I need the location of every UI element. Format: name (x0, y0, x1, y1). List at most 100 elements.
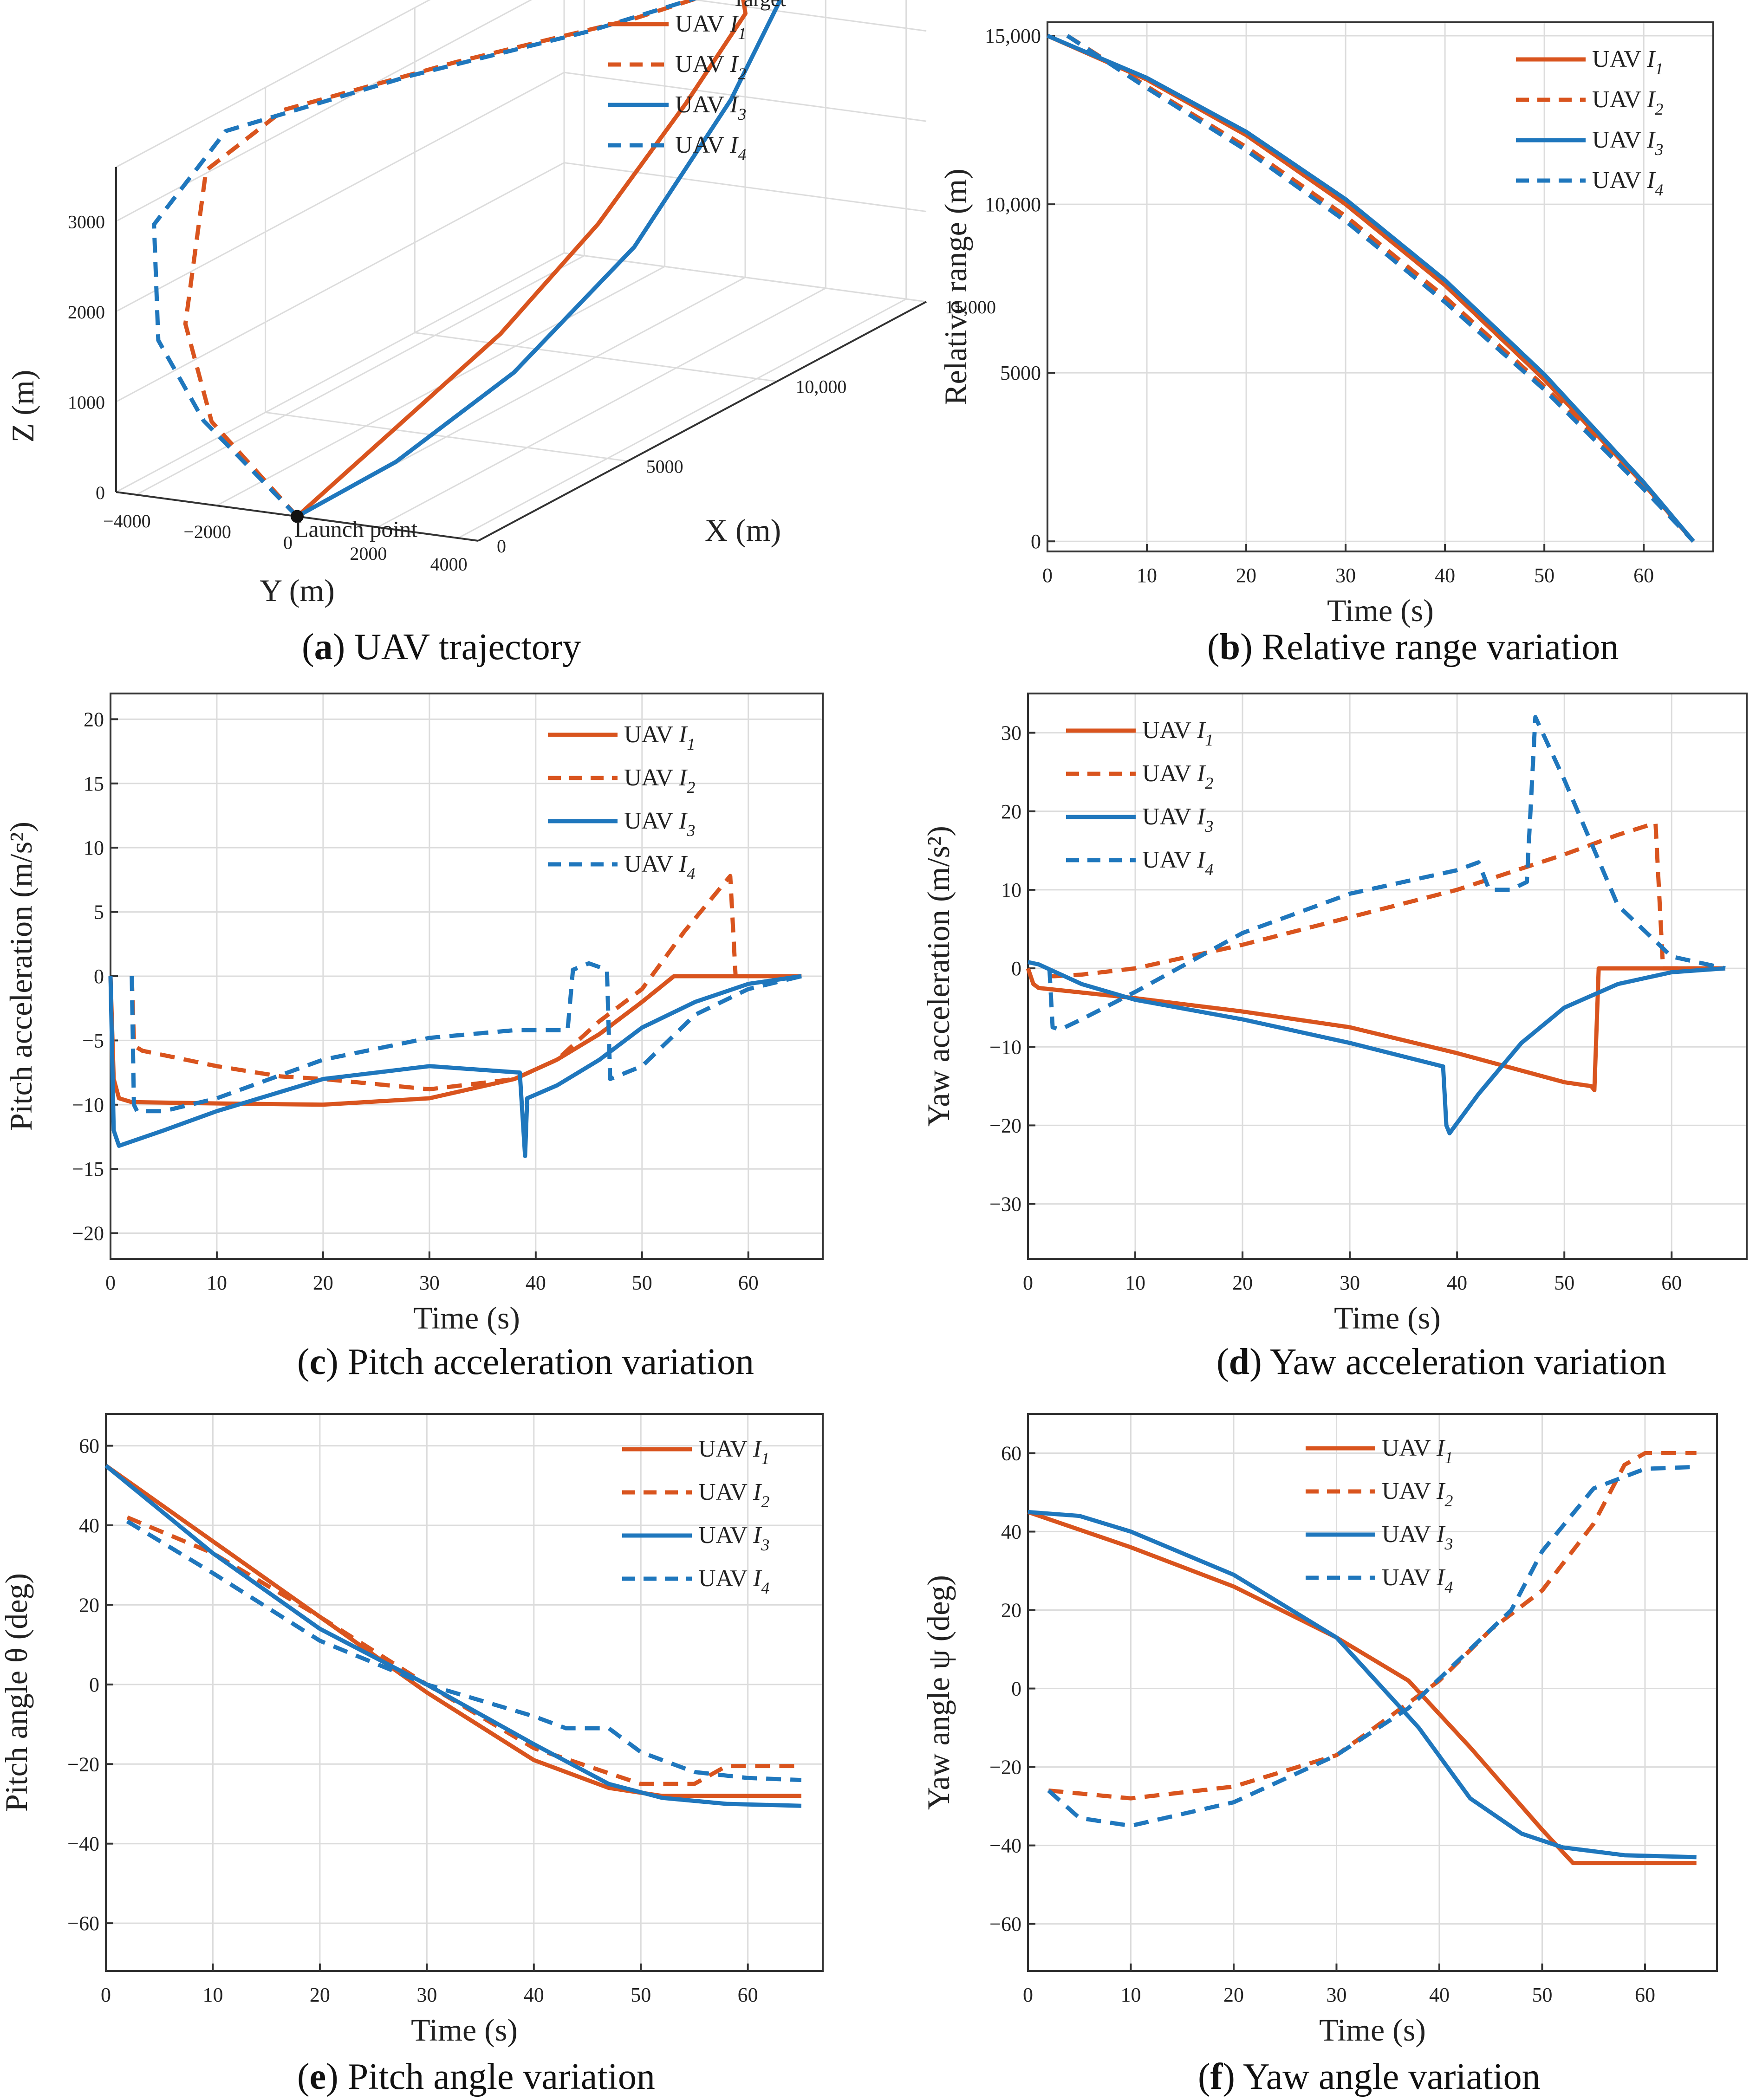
legend-label: UAV I4 (675, 132, 746, 164)
legend-subscript: 4 (1444, 1578, 1453, 1596)
legend-subscript: 3 (1204, 817, 1213, 836)
legend-symbol: I (678, 765, 688, 791)
caption-paren: ( (302, 627, 314, 668)
x-tick-label: 10 (202, 1983, 223, 2006)
y-tick-label: 20 (84, 708, 104, 731)
series-line-3 (1047, 33, 1695, 543)
caption-letter: b (1220, 627, 1241, 668)
x-axis-label: Time (s) (411, 2012, 518, 2048)
x-tick-label: 50 (1532, 1983, 1552, 2006)
legend-symbol: I (729, 132, 739, 158)
legend-label: UAV I1 (1142, 717, 1213, 749)
x-tick-label: 30 (1340, 1271, 1360, 1294)
caption-text: ) Yaw angle variation (1223, 2056, 1540, 2097)
legend-symbol: I (1646, 86, 1656, 113)
series-line-1 (108, 974, 802, 1107)
y-tick-label: 0 (283, 532, 293, 553)
series-line-3 (104, 1464, 802, 1808)
legend-label: UAV I1 (1592, 46, 1663, 78)
series-line-4 (1047, 1465, 1697, 1828)
series-line-3 (108, 974, 802, 1158)
legend-text: UAV (624, 765, 679, 791)
y-tick-label: −20 (989, 1114, 1021, 1137)
y-tick-label: 60 (1001, 1442, 1021, 1465)
x-tick-label: 10 (1137, 564, 1157, 587)
legend-text: UAV (698, 1565, 753, 1592)
legend-label: UAV I1 (1382, 1435, 1453, 1467)
y-tick-label: 0 (1011, 1678, 1021, 1700)
series-line-4 (1047, 715, 1726, 1032)
z-tick-label: 2000 (68, 302, 105, 323)
legend-text: UAV (675, 11, 730, 37)
legend-symbol: I (1197, 847, 1206, 873)
x-axis-label: Time (s) (1319, 2012, 1426, 2048)
caption-text: ) UAV trajectory (333, 627, 581, 668)
x-tick-label: 50 (1554, 1271, 1574, 1294)
caption-letter: e (310, 2056, 326, 2097)
x-tick-label: 60 (1633, 564, 1654, 587)
legend-subscript: 1 (1444, 1448, 1453, 1467)
legend-symbol: I (678, 721, 688, 748)
series-line-4 (1066, 34, 1695, 543)
y-tick-label: −10 (989, 1036, 1021, 1058)
y-tick-label: −60 (67, 1912, 99, 1935)
series-line-2 (126, 1515, 801, 1786)
legend-text: UAV (1592, 46, 1647, 72)
chart-a: 0 1000 2000 3000 −4000 −2000 0 2000 4000 0 5000 10,… (5, 0, 996, 608)
legend-symbol: I (753, 1479, 762, 1505)
x-tick-label: 20 (1223, 1983, 1244, 2006)
legend-symbol: I (1436, 1435, 1446, 1461)
legend-label: UAV I3 (1592, 127, 1663, 159)
series-line-1 (104, 1464, 801, 1798)
x-tick-label: 10 (1125, 1271, 1145, 1294)
y-tick-label: −10 (72, 1094, 104, 1116)
legend-symbol: I (1436, 1521, 1446, 1548)
grid-line (457, 298, 907, 539)
legend-subscript: 1 (1655, 59, 1663, 78)
series-line-1 (1027, 1510, 1697, 1866)
y-tick-label: 0 (1031, 530, 1041, 553)
x-tick-label: 40 (1447, 1271, 1467, 1294)
y-tick-label: 30 (1001, 722, 1021, 745)
y-tick-label: 10 (1001, 879, 1021, 901)
chart-c: 0 10 20 30 40 50 60 −20 −15 −10 −5 0 5 10 15 20 Time (s)… (3, 693, 824, 1335)
caption-a: (a) UAV trajectory (302, 627, 581, 668)
legend-label: UAV I4 (1382, 1564, 1453, 1596)
series-line-4 (152, 0, 697, 518)
target-label: Target (732, 0, 786, 11)
legend-text: UAV (1382, 1435, 1437, 1461)
caption-e: (e) Pitch angle variation (297, 2056, 655, 2097)
y-tick-label: −60 (989, 1913, 1021, 1936)
chart-b: 0 10 20 30 40 50 60 0 5000 10,000 15,000 Time (s) Re… (938, 21, 1714, 628)
legend-subscript: 4 (761, 1579, 769, 1597)
legend-symbol: I (1646, 127, 1656, 153)
x-tick-label: 60 (1635, 1983, 1655, 2006)
legend-text: UAV (1142, 804, 1197, 830)
x-tick-label: 20 (1232, 1271, 1253, 1294)
legend-label: UAV I2 (698, 1479, 769, 1511)
legend-text: UAV (624, 851, 679, 877)
x-tick-label: 10 (1120, 1983, 1141, 2006)
legend-label: UAV I1 (624, 721, 695, 753)
y-tick-label: 40 (1001, 1521, 1021, 1543)
x-tick-label: 0 (1042, 564, 1053, 587)
y-axis-label: Yaw acceleration (m/s²) (921, 826, 956, 1127)
legend-label: UAV I4 (1142, 847, 1213, 879)
legend-subscript: 2 (738, 65, 746, 83)
legend-text: UAV (1592, 86, 1647, 113)
y-tick-label: 0 (89, 1673, 99, 1696)
legend-label: UAV I3 (624, 808, 695, 840)
legend-text: UAV (624, 808, 679, 834)
y-axis-label: Relative range (m) (938, 169, 973, 405)
legend-symbol: I (1197, 717, 1206, 744)
legend-symbol: I (729, 51, 739, 78)
legend-subscript: 3 (761, 1536, 769, 1554)
z-tick-label: 3000 (68, 212, 105, 233)
y-tick-label: 2000 (350, 543, 387, 564)
caption-letter: d (1229, 1342, 1250, 1382)
legend-text: UAV (1142, 760, 1197, 787)
legend-subscript: 4 (687, 864, 695, 883)
